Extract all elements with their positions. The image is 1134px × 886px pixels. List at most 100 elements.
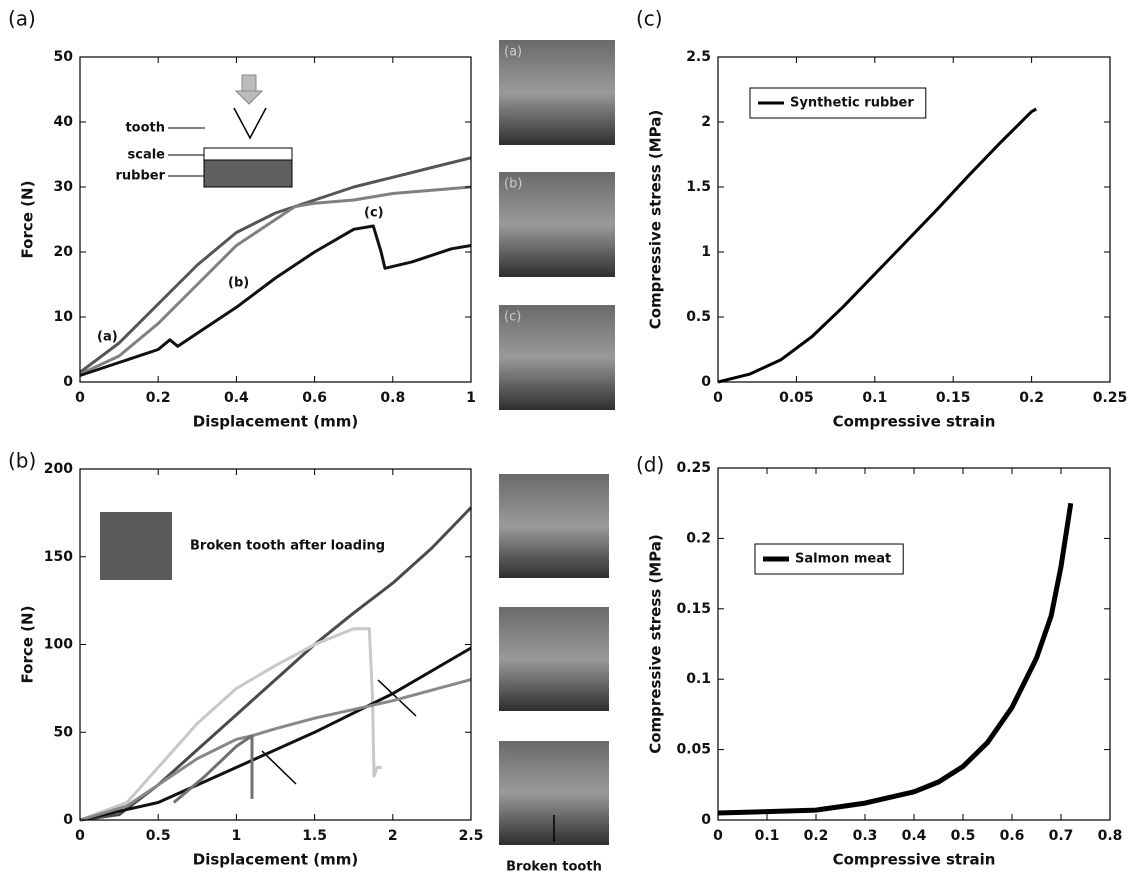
y-tick-label: 20 [54,244,74,260]
y-axis-title: Force (N) [19,181,37,259]
x-tick-label: 0.3 [853,828,878,844]
x-tick-label: 0.2 [1019,390,1044,406]
x-tick-label: 1 [466,390,476,406]
arrow [261,750,297,785]
arrow [377,679,417,717]
y-tick-label: 200 [44,461,73,477]
x-axis-title: Compressive strain [833,413,996,431]
y-tick-label: 0.5 [686,309,711,325]
photo-label: (b) [504,177,522,192]
plot-frame [717,467,1111,821]
annotation: rubber [115,169,165,184]
y-tick-label: 0 [701,374,711,390]
scale [203,147,293,161]
y-tick-label: 10 [54,309,74,325]
x-tick-label: 1.5 [302,828,327,844]
y-tick-label: 100 [44,637,73,653]
annotation: scale [128,148,166,163]
tooth [233,107,267,140]
x-tick-label: 0.2 [146,390,171,406]
x-tick-label: 0.25 [1093,390,1128,406]
photo [499,172,615,277]
x-tick-label: 0.6 [1000,828,1025,844]
x-tick-label: 0.2 [804,828,829,844]
annotation: (b) [228,276,249,291]
panel-label: (a) [8,7,36,31]
photo-label: (a) [504,45,522,60]
y-tick-label: 1.5 [686,179,711,195]
y-axis-title: Force (N) [19,606,37,684]
x-tick-label: 0.8 [1098,828,1123,844]
y-axis-title: Compressive stress (MPa) [647,110,665,330]
panel-label: (d) [636,453,664,477]
data-line [79,646,472,822]
inset-photo [100,512,172,580]
photo [499,305,615,410]
y-tick-label: 50 [54,49,74,65]
data-line [172,734,254,804]
x-tick-label: 0 [75,828,85,844]
y-tick-label: 0.2 [686,530,711,546]
x-tick-label: 0.1 [755,828,780,844]
photo [499,474,609,578]
y-tick-label: 0.05 [676,742,711,758]
annotation: tooth [125,121,165,136]
y-tick-label: 50 [54,724,74,740]
x-tick-label: 0.4 [224,390,249,406]
y-tick-label: 0.25 [676,460,711,476]
legend-box [754,543,904,575]
x-tick-label: 2.5 [459,828,484,844]
x-tick-label: 0.7 [1049,828,1074,844]
photo-label: (c) [504,310,521,325]
legend-label: Synthetic rubber [790,96,914,111]
rubber [203,159,293,188]
x-tick-label: 0 [75,390,85,406]
data-line [79,627,382,822]
annotation: Broken tooth after loading [190,539,385,554]
data-line [79,185,472,376]
plot-frame [79,56,472,383]
y-tick-label: 0.1 [686,671,711,687]
x-tick-label: 0.8 [380,390,405,406]
data-line [717,107,1038,384]
x-axis-title: Compressive strain [833,851,996,869]
panel-label: (c) [636,7,663,31]
plot-frame [717,56,1111,383]
x-tick-label: 0.15 [936,390,971,406]
x-tick-label: 1 [232,828,242,844]
x-tick-label: 0.5 [951,828,976,844]
photo-caption: Broken tooth [506,860,602,875]
y-tick-label: 150 [44,549,73,565]
y-tick-label: 0 [701,812,711,828]
photo [499,607,609,711]
y-tick-label: 30 [54,179,74,195]
x-tick-label: 0 [713,390,723,406]
y-axis-title: Compressive stress (MPa) [647,534,665,754]
x-tick-label: 0.4 [902,828,927,844]
x-tick-label: 0.05 [779,390,814,406]
arrow [234,90,264,105]
y-tick-label: 2.5 [686,49,711,65]
x-tick-label: 2 [388,828,398,844]
x-tick-label: 0.5 [146,828,171,844]
y-tick-label: 0.15 [676,601,711,617]
y-tick-label: 1 [701,244,711,260]
y-tick-label: 0 [63,812,73,828]
x-axis-title: Displacement (mm) [193,851,358,869]
x-axis-title: Displacement (mm) [193,413,358,431]
data-line [717,502,1074,816]
y-tick-label: 40 [54,114,74,130]
data-line [79,156,472,374]
y-tick-label: 0 [63,374,73,390]
annotation: (c) [364,206,384,221]
annotation: (a) [97,330,118,345]
data-line [79,678,472,822]
y-tick-label: 2 [701,114,711,130]
legend-box [749,87,927,119]
x-tick-label: 0 [713,828,723,844]
data-line [79,224,472,377]
panel-label: (b) [8,449,36,473]
x-tick-label: 0.1 [862,390,887,406]
photo [499,40,615,145]
